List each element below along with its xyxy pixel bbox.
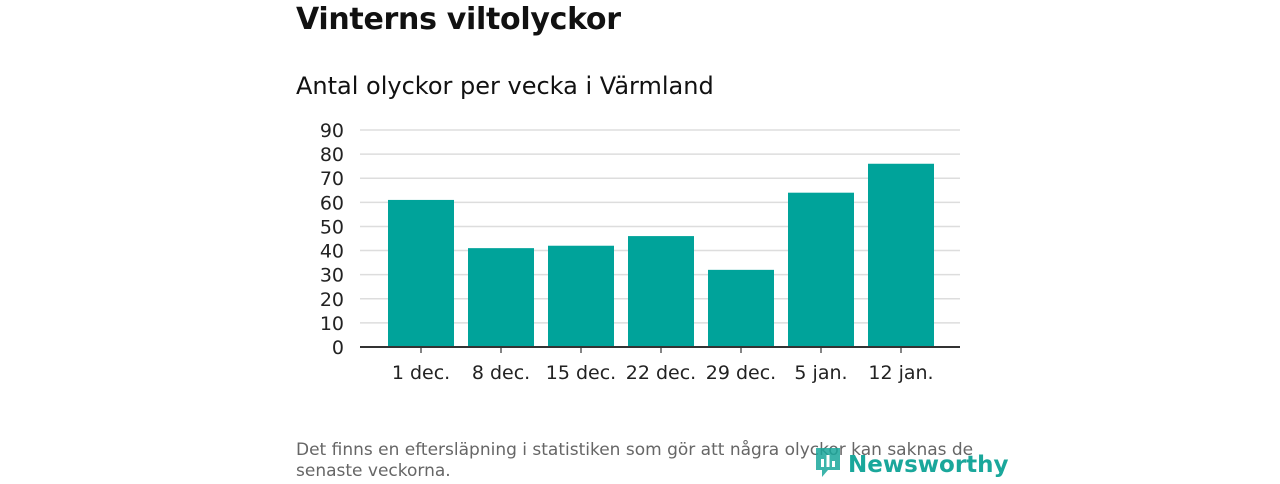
- chart-title: Vinterns viltolyckor: [296, 2, 621, 37]
- y-tick-label: 10: [320, 313, 344, 335]
- bar: [788, 192, 854, 347]
- brand-name: Newsworthy: [848, 452, 1009, 478]
- bar: [628, 236, 694, 347]
- y-tick-label: 80: [320, 144, 344, 166]
- x-tick-label: 5 jan.: [794, 362, 847, 384]
- x-tick-label: 1 dec.: [392, 362, 450, 384]
- footnote: Det finns en eftersläpning i statistiken…: [296, 440, 974, 481]
- x-tick-label: 15 dec.: [546, 362, 616, 384]
- brand-logo: Newsworthy: [814, 446, 1009, 484]
- y-tick-label: 30: [320, 265, 344, 287]
- x-tick-label: 22 dec.: [626, 362, 696, 384]
- y-tick-label: 40: [320, 241, 344, 263]
- newsworthy-logo-icon: [814, 446, 842, 484]
- x-tick-label: 8 dec.: [472, 362, 530, 384]
- chart-subtitle: Antal olyckor per vecka i Värmland: [296, 72, 714, 100]
- bar: [868, 163, 934, 347]
- y-tick-label: 0: [332, 337, 344, 359]
- bar: [708, 269, 774, 347]
- x-tick-label: 29 dec.: [706, 362, 776, 384]
- y-tick-label: 60: [320, 192, 344, 214]
- y-tick-label: 20: [320, 289, 344, 311]
- y-tick-label: 50: [320, 216, 344, 238]
- bar: [388, 199, 454, 347]
- bar: [468, 248, 534, 347]
- x-tick-label: 12 jan.: [868, 362, 933, 384]
- bar: [548, 245, 614, 347]
- y-tick-label: 70: [320, 168, 344, 190]
- y-tick-label: 90: [320, 120, 344, 142]
